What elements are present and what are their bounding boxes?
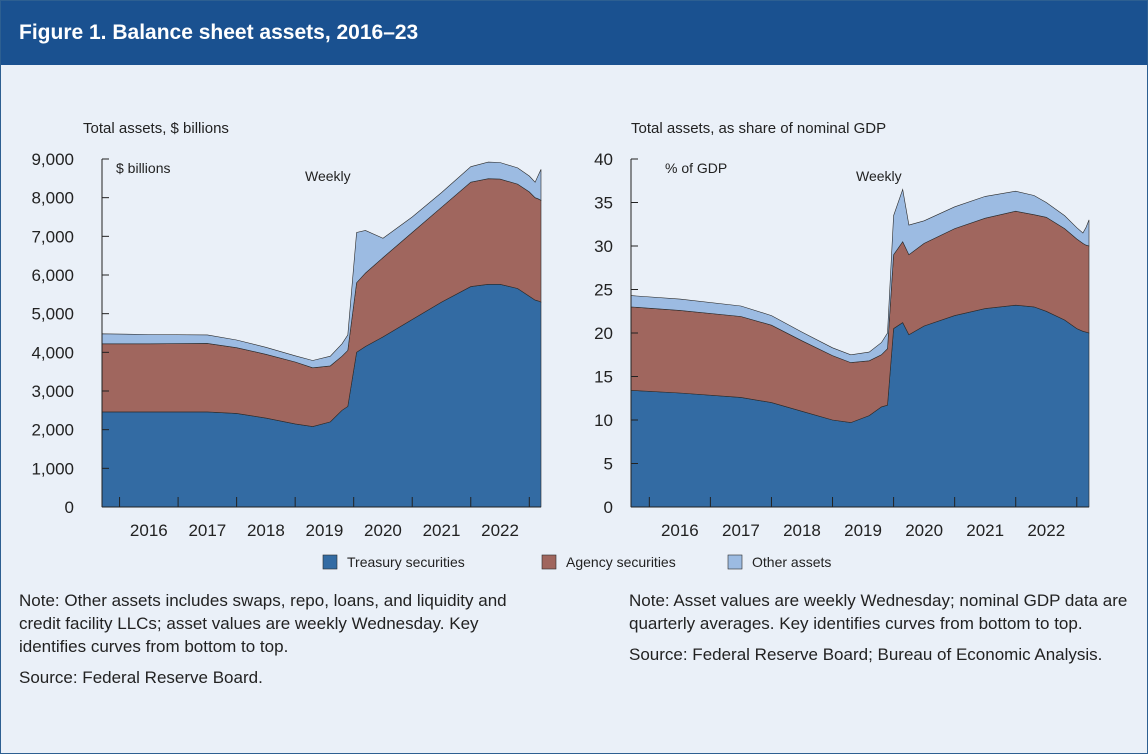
x-tick-label: 2016 — [661, 521, 699, 540]
x-tick-label: 2020 — [364, 521, 402, 540]
note-left: Note: Other assets includes swaps, repo,… — [19, 591, 507, 656]
x-tick-label: 2016 — [130, 521, 168, 540]
legend-label-other: Other assets — [752, 554, 831, 570]
x-tick-label: 2019 — [306, 521, 344, 540]
x-tick-label: 2022 — [1027, 521, 1065, 540]
x-tick-label: 2017 — [188, 521, 226, 540]
y-tick-label: 10 — [594, 411, 613, 430]
weekly-annotation: Weekly — [856, 168, 902, 184]
x-tick-label: 2017 — [722, 521, 760, 540]
legend: Treasury securities Agency securities Othe… — [322, 554, 831, 570]
figure-title: Figure 1. Balance sheet assets, 2016–23 — [19, 21, 419, 44]
x-tick-label: 2019 — [844, 521, 882, 540]
area-other — [630, 188, 1090, 363]
x-tick-label: 2020 — [905, 521, 943, 540]
legend-label-agency: Agency securities — [566, 554, 676, 570]
y-tick-label: 25 — [594, 281, 613, 300]
figure-header: Figure 1. Balance sheet assets, 2016–23 — [1, 1, 1147, 65]
y-tick-label: 9,000 — [31, 150, 74, 169]
area-other — [101, 161, 542, 369]
chart-total-assets-share-gdp: Total assets, as share of nominal GDP % o… — [594, 120, 1090, 540]
unit-label: $ billions — [116, 160, 170, 176]
y-tick-label: 3,000 — [31, 382, 74, 401]
chart-title: Total assets, $ billions — [83, 120, 229, 137]
chart-title: Total assets, as share of nominal GDP — [631, 120, 886, 137]
y-tick-label: 8,000 — [31, 189, 74, 208]
weekly-annotation: Weekly — [305, 168, 351, 184]
source-right: Source: Federal Reserve Board; Bureau of… — [629, 645, 1103, 664]
unit-label: % of GDP — [665, 160, 727, 176]
y-tick-label: 5 — [604, 455, 613, 474]
y-tick-label: 1,000 — [31, 459, 74, 478]
y-tick-label: 6,000 — [31, 266, 74, 285]
y-tick-label: 5,000 — [31, 305, 74, 324]
x-tick-label: 2018 — [247, 521, 285, 540]
y-tick-label: 35 — [594, 194, 613, 213]
legend-swatch-other — [727, 554, 743, 570]
y-tick-label: 0 — [604, 498, 613, 517]
source-left: Source: Federal Reserve Board. — [19, 668, 263, 687]
y-tick-label: 40 — [594, 150, 613, 169]
note-block-left: Note: Other assets includes swaps, repo,… — [19, 589, 539, 697]
y-tick-label: 30 — [594, 237, 613, 256]
x-tick-label: 2021 — [423, 521, 461, 540]
chart-total-assets-billions: Total assets, $ billions $ billions Weekly… — [31, 120, 542, 540]
x-tick-label: 2021 — [966, 521, 1004, 540]
legend-swatch-treasury — [322, 554, 338, 570]
legend-label-treasury: Treasury securities — [347, 554, 465, 570]
y-tick-label: 7,000 — [31, 227, 74, 246]
note-block-right: Note: Asset values are weekly Wednesday;… — [629, 589, 1134, 674]
charts-area: Total assets, $ billions $ billions Weekly… — [1, 65, 1147, 625]
x-tick-label: 2022 — [481, 521, 519, 540]
y-tick-label: 4,000 — [31, 343, 74, 362]
y-tick-label: 0 — [65, 498, 74, 517]
y-tick-label: 15 — [594, 368, 613, 387]
x-tick-label: 2018 — [783, 521, 821, 540]
note-right: Note: Asset values are weekly Wednesday;… — [629, 591, 1128, 633]
legend-swatch-agency — [541, 554, 557, 570]
y-tick-label: 2,000 — [31, 421, 74, 440]
charts-svg: Total assets, $ billions $ billions Weekly… — [31, 120, 1090, 570]
y-tick-label: 20 — [594, 324, 613, 343]
